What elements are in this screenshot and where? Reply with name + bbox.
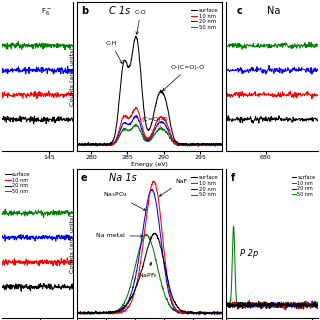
Text: b: b xyxy=(81,6,88,16)
X-axis label: Energy (eV): Energy (eV) xyxy=(131,162,168,167)
Legend: surface, 10 nm, 20 nm, 50 nm: surface, 10 nm, 20 nm, 50 nm xyxy=(291,174,316,197)
Legend: surface, 10 nm, 20 nm, 50 nm: surface, 10 nm, 20 nm, 50 nm xyxy=(190,7,219,31)
Text: O-(C=O)-O: O-(C=O)-O xyxy=(163,65,205,91)
Text: C-H: C-H xyxy=(106,41,122,64)
Y-axis label: Counts (arb. units): Counts (arb. units) xyxy=(70,214,75,273)
Text: $\mathregular{F_6^-}$: $\mathregular{F_6^-}$ xyxy=(41,6,51,17)
Text: Na: Na xyxy=(268,6,281,16)
Text: c: c xyxy=(237,6,243,16)
Text: P 2p: P 2p xyxy=(240,249,258,258)
Text: C 1s: C 1s xyxy=(108,6,130,16)
Text: C-O: C-O xyxy=(135,10,147,34)
Text: f: f xyxy=(230,173,235,183)
Text: NaF: NaF xyxy=(159,179,188,196)
Text: Na metal: Na metal xyxy=(96,233,143,238)
Text: NaPF$_6$: NaPF$_6$ xyxy=(138,262,158,280)
Legend: surface, 10 nm, 20 nm, 50 nm: surface, 10 nm, 20 nm, 50 nm xyxy=(4,172,31,195)
Text: e: e xyxy=(81,173,88,183)
Legend: surface, 10 nm, 20 nm, 50 nm: surface, 10 nm, 20 nm, 50 nm xyxy=(190,175,219,198)
Y-axis label: Counts (arb. units): Counts (arb. units) xyxy=(70,47,75,106)
Text: Na 1s: Na 1s xyxy=(108,173,136,183)
Text: (C=O)-O: (C=O)-O xyxy=(142,117,169,128)
Text: Na$_3$PO$_4$: Na$_3$PO$_4$ xyxy=(103,190,146,211)
